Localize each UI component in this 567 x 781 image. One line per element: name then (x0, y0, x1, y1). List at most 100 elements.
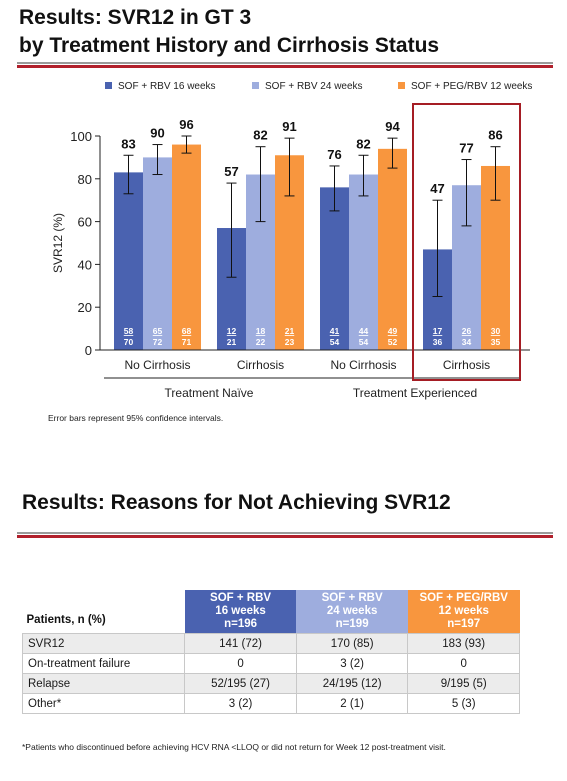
svr12-bar-chart: SOF + RBV 16 weeks SOF + RBV 24 weeks SOF … (48, 81, 532, 423)
n-numerator: 12 (227, 326, 237, 336)
data-label: 96 (179, 117, 193, 132)
table-header-row: Patients, n (%) SOF + RBV 16 weeks n=196… (22, 590, 520, 634)
table-cell: 3 (2) (184, 693, 297, 714)
table-cell: 2 (1) (295, 693, 409, 714)
n-numerator: 68 (182, 326, 192, 336)
table-cell: 5 (3) (407, 693, 520, 714)
table-row: Other* 3 (2) 2 (1) 5 (3) (21, 693, 520, 714)
title-divider-red (17, 65, 553, 68)
x-category-label: Cirrhosis (443, 358, 490, 372)
column-header-line: SOF + RBV (210, 592, 272, 604)
n-denominator: 35 (491, 337, 501, 347)
n-denominator: 52 (388, 337, 398, 347)
column-header-line: 16 weeks (215, 605, 266, 617)
group-label: Treatment Experienced (353, 386, 477, 400)
chart-note: Error bars represent 95% confidence inte… (48, 413, 223, 423)
n-numerator: 17 (433, 326, 443, 336)
table-cell: 183 (93) (407, 633, 520, 654)
bar (320, 187, 349, 350)
n-numerator: 18 (256, 326, 266, 336)
bar (172, 144, 201, 350)
n-numerator: 21 (285, 326, 295, 336)
n-denominator: 54 (330, 337, 340, 347)
table-row: SVR12 141 (72) 170 (85) 183 (93) (21, 633, 520, 654)
table-cell: 141 (72) (184, 633, 297, 654)
group-label: Treatment Naïve (165, 386, 254, 400)
n-denominator: 22 (256, 337, 266, 347)
n-numerator: 49 (388, 326, 398, 336)
n-denominator: 23 (285, 337, 295, 347)
x-category-label: No Cirrhosis (330, 358, 396, 372)
slide2-divider-gray (17, 532, 553, 534)
legend-label: SOF + RBV 24 weeks (265, 81, 363, 92)
column-header-n: n=197 (447, 618, 481, 630)
row-label: SVR12 (21, 633, 186, 654)
data-label: 86 (488, 128, 502, 143)
row-label: Other* (21, 693, 186, 714)
slide1-title: Results: SVR12 in GT 3 by Treatment Hist… (19, 4, 439, 60)
data-label: 82 (253, 128, 267, 143)
n-denominator: 36 (433, 337, 443, 347)
data-label: 77 (459, 141, 473, 156)
data-label: 57 (224, 164, 238, 179)
reasons-table: Patients, n (%) SOF + RBV 16 weeks n=196… (21, 590, 520, 714)
table-footnote: *Patients who discontinued before achiev… (22, 742, 446, 752)
n-numerator: 30 (491, 326, 501, 336)
table-row: Relapse 52/195 (27) 24/195 (12) 9/195 (5… (21, 673, 520, 694)
column-header-line: SOF + PEG/RBV (419, 592, 508, 604)
table-row: On-treatment failure 0 3 (2) 0 (21, 653, 520, 674)
data-label: 76 (327, 147, 341, 162)
bar (143, 157, 172, 350)
bar (378, 148, 407, 350)
title-divider-gray (17, 62, 553, 64)
table-cell: 0 (184, 653, 297, 674)
y-tick-label: 60 (78, 215, 92, 230)
n-denominator: 71 (182, 337, 192, 347)
bar (349, 174, 378, 350)
y-tick-label: 40 (78, 257, 92, 272)
n-denominator: 21 (227, 337, 237, 347)
row-label: On-treatment failure (21, 653, 186, 674)
slide2-title: Results: Reasons for Not Achieving SVR12 (22, 491, 451, 514)
column-header-n: n=199 (335, 618, 369, 630)
y-axis-label: SVR12 (%) (51, 213, 65, 273)
n-numerator: 65 (153, 326, 163, 336)
column-header-line: SOF + RBV (321, 592, 383, 604)
data-label: 47 (430, 181, 444, 196)
table-cell: 52/195 (27) (184, 673, 297, 694)
highlight-box (412, 103, 521, 381)
legend-swatch (398, 82, 405, 89)
table-cell: 3 (2) (295, 653, 409, 674)
table-cell: 9/195 (5) (407, 673, 520, 694)
x-category-label: No Cirrhosis (124, 358, 190, 372)
legend-swatch (252, 82, 259, 89)
row-header-label: Patients, n (%) (22, 590, 185, 634)
n-denominator: 72 (153, 337, 163, 347)
x-category-label: Cirrhosis (237, 358, 284, 372)
column-header-sof-rbv-16: SOF + RBV 16 weeks n=196 (184, 590, 297, 634)
n-denominator: 54 (359, 337, 369, 347)
slide2-divider-red (17, 535, 553, 538)
data-label: 94 (385, 119, 400, 134)
column-header-n: n=196 (224, 618, 258, 630)
legend-label: SOF + RBV 16 weeks (118, 81, 216, 92)
n-numerator: 26 (462, 326, 472, 336)
data-label: 91 (282, 119, 296, 134)
slide1-title-line1: Results: SVR12 in GT 3 (19, 6, 252, 29)
table-cell: 170 (85) (295, 633, 409, 654)
n-numerator: 58 (124, 326, 134, 336)
n-numerator: 41 (330, 326, 340, 336)
table-cell: 24/195 (12) (295, 673, 409, 694)
y-tick-label: 100 (70, 129, 92, 144)
n-denominator: 34 (462, 337, 472, 347)
n-numerator: 44 (359, 326, 369, 336)
slide1-title-line2: by Treatment History and Cirrhosis Statu… (19, 34, 440, 57)
y-tick-label: 20 (78, 300, 92, 315)
data-label: 83 (121, 136, 135, 151)
column-header-line: 12 weeks (438, 605, 489, 617)
column-header-line: 24 weeks (326, 605, 378, 617)
table-cell: 0 (407, 653, 520, 674)
n-denominator: 70 (124, 337, 134, 347)
legend-label: SOF + PEG/RBV 12 weeks (411, 81, 532, 92)
bar (114, 172, 143, 350)
